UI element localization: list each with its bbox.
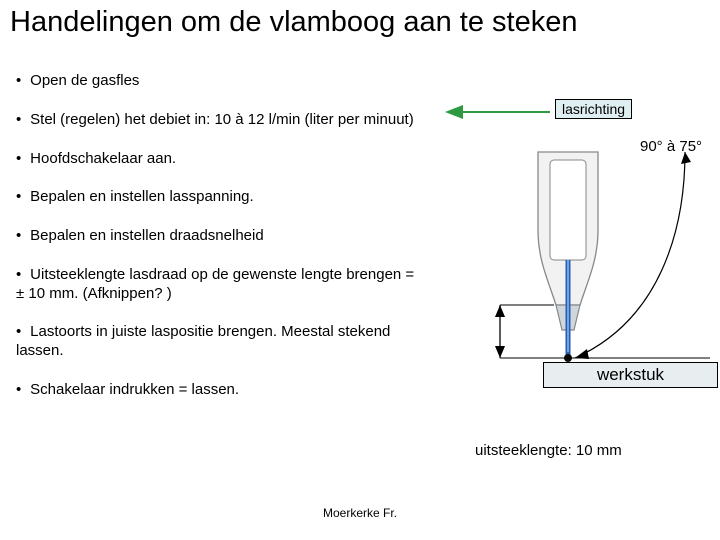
- bullet-text: Stel (regelen) het debiet in: 10 à 12 l/…: [30, 111, 414, 128]
- slide-footer: Moerkerke Fr.: [0, 506, 720, 520]
- bullet-text: Schakelaar indrukken = lassen.: [30, 381, 239, 398]
- bullet-text: Hoofdschakelaar aan.: [30, 150, 176, 167]
- stickout-label: uitsteeklengte: 10 mm: [475, 442, 622, 459]
- bullet-text: Bepalen en instellen draadsnelheid: [30, 227, 264, 244]
- torch-inner: [550, 160, 586, 260]
- slide: Handelingen om de vlamboog aan te steken…: [0, 0, 720, 540]
- bullet-item: • Schakelaar indrukken = lassen.: [16, 381, 416, 400]
- direction-label: lasrichting: [555, 99, 632, 119]
- workpiece-label: werkstuk: [543, 362, 718, 388]
- bullet-list: • Open de gasfles • Stel (regelen) het d…: [16, 72, 416, 420]
- bullet-text: Bepalen en instellen lasspanning.: [30, 188, 254, 205]
- bullet-item: • Bepalen en instellen lasspanning.: [16, 188, 416, 207]
- bullet-item: • Lastoorts in juiste laspositie brengen…: [16, 323, 416, 361]
- angle-arc-arrowhead-top: [681, 152, 691, 164]
- bullet-item: • Bepalen en instellen draadsnelheid: [16, 227, 416, 246]
- stickout-bracket: [495, 305, 710, 358]
- slide-title: Handelingen om de vlamboog aan te steken: [10, 6, 578, 39]
- arrow-head: [445, 105, 463, 119]
- bullet-item: • Open de gasfles: [16, 72, 416, 91]
- torch-svg: [430, 120, 710, 380]
- bullet-text: Open de gasfles: [30, 72, 139, 89]
- bullet-item: • Stel (regelen) het debiet in: 10 à 12 …: [16, 111, 416, 130]
- bullet-text: Lastoorts in juiste laspositie brengen. …: [16, 323, 390, 359]
- bullet-text: Uitsteeklengte lasdraad op de gewenste l…: [16, 266, 414, 302]
- bullet-item: • Hoofdschakelaar aan.: [16, 150, 416, 169]
- torch-diagram: lasrichting 90° à 75°: [430, 100, 710, 400]
- bullet-item: • Uitsteeklengte lasdraad op de gewenste…: [16, 266, 416, 304]
